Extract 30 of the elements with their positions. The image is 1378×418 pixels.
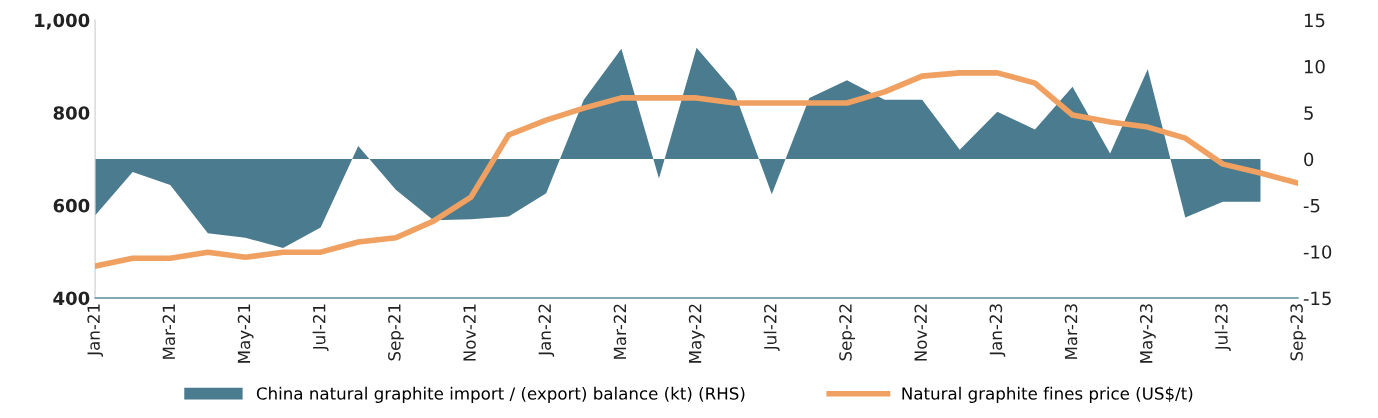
x-tick-label: May-23 [1139,304,1156,363]
x-tick-label: Jan-22 [538,304,555,357]
x-tick-label: Mar-23 [1064,304,1078,359]
y-tick-label: 400 [53,291,90,306]
x-tick-label: Jul-21 [312,304,329,352]
y2-tick-label: 5 [1304,106,1313,120]
y2-tick-label: -10 [1303,245,1332,259]
x-tick-label: Jul-22 [763,304,780,352]
x-tick-label: Mar-22 [613,304,627,359]
y-tick-label: 600 [53,198,90,213]
y-tick-label: 800 [53,106,90,120]
legend-label: China natural graphite import / (export) balance (kt) (RHS) [256,386,745,403]
y-tick-label: 1,000 [35,13,90,30]
x-tick-label: Sep-21 [388,304,404,361]
x-tick-label: Nov-21 [463,304,476,361]
x-tick-label: May-21 [237,304,254,363]
x-tick-label: Sep-22 [839,304,856,361]
x-tick-label: Nov-22 [914,304,927,361]
x-tick-label: Sep-23 [1290,304,1307,361]
y2-tick-label: 15 [1304,13,1325,28]
legend-label: Natural graphite fines price (US$/t) [902,386,1193,403]
y2-tick-label: 0 [1304,152,1314,167]
y2-tick-label: -15 [1303,291,1331,306]
x-tick-label: Jan-23 [989,304,1006,357]
x-tick-label: Jul-23 [1214,304,1231,352]
x-tick-label: May-22 [688,304,705,363]
x-tick-label: Mar-21 [162,304,176,359]
x-tick-label: Jan-21 [87,304,104,357]
y2-tick-label: -5 [1303,199,1320,213]
y2-tick-label: 10 [1304,59,1325,74]
